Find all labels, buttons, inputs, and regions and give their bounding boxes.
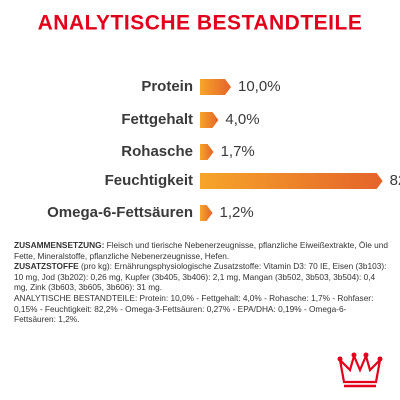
bar xyxy=(200,112,219,128)
category-label: Omega-6-Fettsäuren xyxy=(47,204,193,221)
value-label: 10,0% xyxy=(238,78,281,95)
composition-text: Fleisch und tierische Nebenerzeugnisse, … xyxy=(14,240,388,261)
bar xyxy=(200,79,231,95)
additives-text: (pro kg): Ernährungsphysiologische Zusat… xyxy=(14,261,387,293)
analysis: ANALYTISCHE BESTANDTEILE: Protein: 10,0%… xyxy=(14,292,374,325)
additives-label: ZUSATZSTOFFE xyxy=(14,261,79,272)
value-label: 1,7% xyxy=(221,143,255,160)
value-label: 4,0% xyxy=(225,111,259,128)
chart-title: ANALYTISCHE BESTANDTEILE xyxy=(38,12,363,35)
category-label: Fettgehalt xyxy=(121,111,193,128)
value-label: 82,2% xyxy=(390,172,400,189)
bar xyxy=(200,173,383,189)
category-label: Rohasche xyxy=(121,143,193,160)
bar xyxy=(200,144,214,160)
category-label: Protein xyxy=(141,78,193,95)
logo xyxy=(337,352,383,388)
category-label: Feuchtigkeit xyxy=(105,172,193,189)
composition-label: ZUSAMMENSETZUNG: xyxy=(14,240,105,250)
composition: ZUSAMMENSETZUNG: Fleisch und tierische N… xyxy=(14,240,388,261)
info-text: ZUSAMMENSETZUNG: Fleisch und tierische N… xyxy=(14,240,388,325)
additives: ZUSATZSTOFFE (pro kg): Ernährungsphysiol… xyxy=(14,261,388,293)
bar xyxy=(200,205,213,221)
value-label: 1,2% xyxy=(220,204,254,221)
